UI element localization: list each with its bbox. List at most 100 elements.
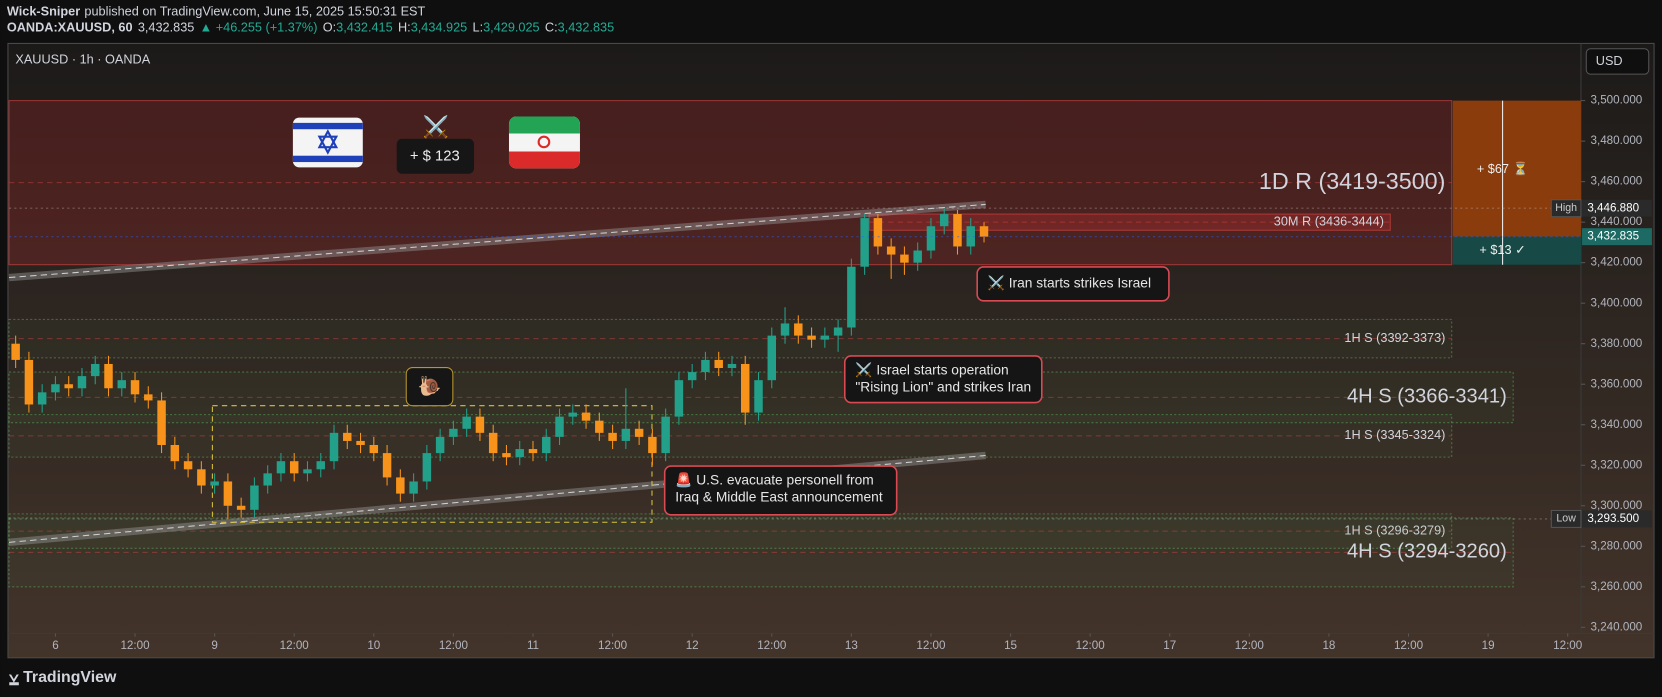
candle-body — [435, 436, 445, 454]
x-tick-label: 12:00 — [1553, 639, 1583, 652]
ohlc-value: 3,432.835 — [558, 20, 615, 35]
currency: USD — [1596, 53, 1623, 68]
last-price: 3,432.835 — [138, 20, 195, 35]
x-tick-label: 12:00 — [120, 639, 150, 652]
ohlc-value: 3,429.025 — [483, 20, 540, 35]
y-tick-label: 3,500.000 — [1590, 94, 1642, 107]
y-tick-label: 3,400.000 — [1590, 296, 1642, 309]
candle-body — [502, 453, 511, 458]
measure-up-label: + $67 ⏳ — [1477, 161, 1529, 176]
footer-logo: ⩣ TradingView — [8, 669, 117, 686]
x-tick-label: 17 — [1163, 639, 1176, 652]
candle-body — [210, 481, 219, 486]
candle-body — [727, 363, 737, 369]
callout-box — [976, 266, 1170, 302]
zone — [868, 213, 1391, 231]
candle-body — [568, 412, 578, 417]
x-tick-label: 12:00 — [757, 639, 787, 652]
y-tick-label: 3,420.000 — [1590, 256, 1642, 269]
candle-body — [913, 250, 922, 263]
candle-body — [953, 214, 962, 247]
x-tick-label: 12 — [686, 639, 699, 652]
y-tick-label: 3,300.000 — [1590, 499, 1642, 512]
candle-body — [37, 392, 47, 405]
x-tick-label: 15 — [1004, 639, 1017, 652]
x-tick-label: 9 — [211, 639, 217, 652]
candle-body — [767, 335, 777, 381]
candle-body — [714, 359, 723, 369]
candle-body — [979, 226, 989, 237]
x-tick-label: 10 — [367, 639, 380, 652]
swords-icon: ⚔️ — [423, 114, 449, 139]
candle-body — [555, 416, 564, 437]
candle-body — [595, 420, 604, 433]
zone-label: 1D R (3419-3500) — [1259, 168, 1445, 194]
candle-body — [462, 416, 471, 429]
y-tick-label: 3,380.000 — [1590, 337, 1642, 350]
chart-title: XAUUSD · 1h · OANDA — [15, 52, 150, 67]
candle-body — [860, 218, 869, 267]
zone — [8, 517, 1514, 588]
candle-body — [794, 323, 803, 336]
marks: 3,240.000 3,260.000 3,280.000 3,300.000 3,32… — [9, 94, 1652, 652]
callout-text: ⚔️ Israel starts operation — [855, 361, 1008, 378]
header-line-2: OANDA:XAUUSD, 60 3,432.835 ▲ +46.255 (+1.3… — [7, 20, 614, 35]
x-tick-label: 12:00 — [280, 639, 310, 652]
badge-box — [396, 138, 475, 174]
candle-body — [528, 449, 538, 454]
candle-body — [833, 327, 843, 336]
zone-label: 4H S (3366-3341) — [1347, 386, 1507, 408]
candle-body — [356, 440, 365, 445]
symbol: OANDA:XAUUSD, 60 — [7, 20, 133, 35]
marker-value: 3,446.880 — [1587, 201, 1639, 214]
badge: + $ 123 — [410, 149, 460, 165]
measure-down — [1452, 236, 1581, 265]
candle-body — [369, 444, 379, 454]
ohlc-key: O: — [323, 20, 336, 35]
candle-body — [236, 505, 246, 510]
ohlc-key: L: — [473, 20, 484, 35]
marker-value: 3,432.835 — [1587, 230, 1639, 243]
israel-flag — [292, 117, 363, 168]
channel-top-center — [8, 203, 986, 279]
candle-body — [939, 214, 949, 227]
candle-body — [542, 436, 551, 454]
x-tick-label: 12:00 — [439, 639, 469, 652]
marker-tag — [1582, 228, 1652, 246]
marker-name-box — [1550, 199, 1582, 218]
x-tick-label: 12:00 — [598, 639, 628, 652]
candle-body — [581, 412, 591, 421]
candle-body — [144, 394, 153, 401]
y-tick-label: 3,360.000 — [1590, 377, 1642, 390]
candle-body — [674, 380, 684, 417]
candle-body — [488, 432, 498, 454]
candle-body — [515, 449, 524, 458]
callout-box — [843, 355, 1043, 404]
candle-body — [634, 428, 644, 437]
candle-body — [316, 461, 325, 470]
y-tick-label: 3,460.000 — [1590, 175, 1642, 188]
callout-text: Iraq & Middle East announcement — [675, 489, 883, 504]
marker-name: Low — [1556, 513, 1576, 525]
candle-body — [170, 444, 180, 462]
measure-down-label: + $13 ✓ — [1479, 242, 1525, 257]
candle-body — [900, 254, 909, 263]
chart-pane — [7, 42, 1655, 659]
candle-body — [250, 485, 259, 510]
candle-body — [77, 376, 87, 389]
candle-body — [422, 453, 432, 482]
zone-label: 1H S (3392-3373) — [1344, 330, 1445, 345]
candle-body — [382, 453, 392, 478]
candle-body — [51, 384, 60, 393]
currency-button[interactable] — [1585, 48, 1650, 75]
candle-body — [754, 380, 763, 413]
candle-body — [886, 246, 896, 255]
iran-flag — [508, 116, 580, 169]
candle-body — [183, 461, 193, 470]
x-tick-label: 12:00 — [916, 639, 946, 652]
candle-body — [648, 436, 657, 454]
candle-body — [276, 461, 286, 474]
candle-body — [64, 384, 73, 389]
candle-body — [608, 432, 617, 441]
